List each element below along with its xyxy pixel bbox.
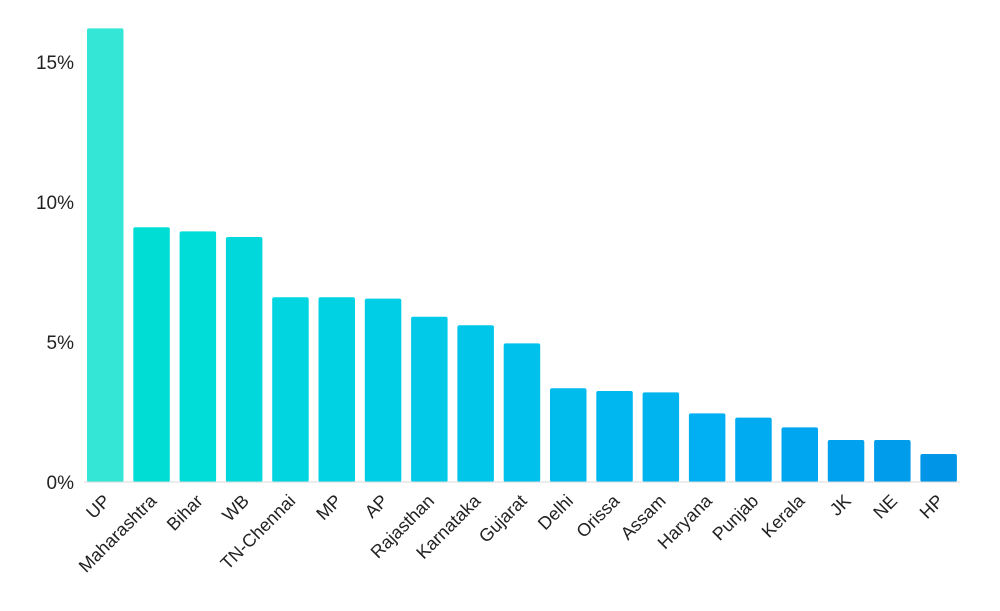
x-category-label: Delhi (534, 491, 577, 534)
y-tick-label: 0% (47, 473, 75, 494)
bar (179, 231, 217, 482)
bar (688, 413, 726, 482)
bar (642, 392, 680, 482)
x-category-label: UP (82, 491, 114, 523)
x-category-label: Punjab (708, 491, 762, 545)
bar (550, 388, 587, 482)
bar (503, 343, 541, 482)
bar (318, 297, 355, 482)
bar (272, 297, 309, 482)
x-category-label: Gujarat (475, 491, 531, 547)
x-category-label: WB (218, 491, 253, 526)
bar (364, 298, 402, 482)
bar (920, 454, 957, 482)
bar (87, 28, 124, 483)
bar (827, 440, 865, 482)
y-axis: 0% 5% 10% 15% (36, 53, 74, 494)
bar (225, 237, 263, 482)
y-tick-label: 5% (47, 333, 75, 354)
y-tick-label: 15% (36, 53, 74, 74)
x-category-label: AP (361, 491, 392, 522)
bar (596, 391, 633, 482)
bars (87, 28, 957, 483)
x-category-label: Orissa (572, 490, 624, 542)
x-category-label: HP (916, 491, 948, 523)
x-category-label: JK (826, 491, 855, 520)
bar (411, 316, 448, 482)
bar (133, 227, 170, 482)
bar (735, 417, 772, 482)
x-category-label: NE (869, 491, 901, 523)
x-category-label: Kerala (758, 490, 810, 542)
bar (874, 440, 911, 482)
x-category-label: MP (312, 491, 345, 524)
y-tick-label: 10% (36, 193, 74, 214)
bar (781, 427, 818, 482)
bar (457, 325, 494, 482)
x-category-label: Bihar (163, 491, 207, 535)
